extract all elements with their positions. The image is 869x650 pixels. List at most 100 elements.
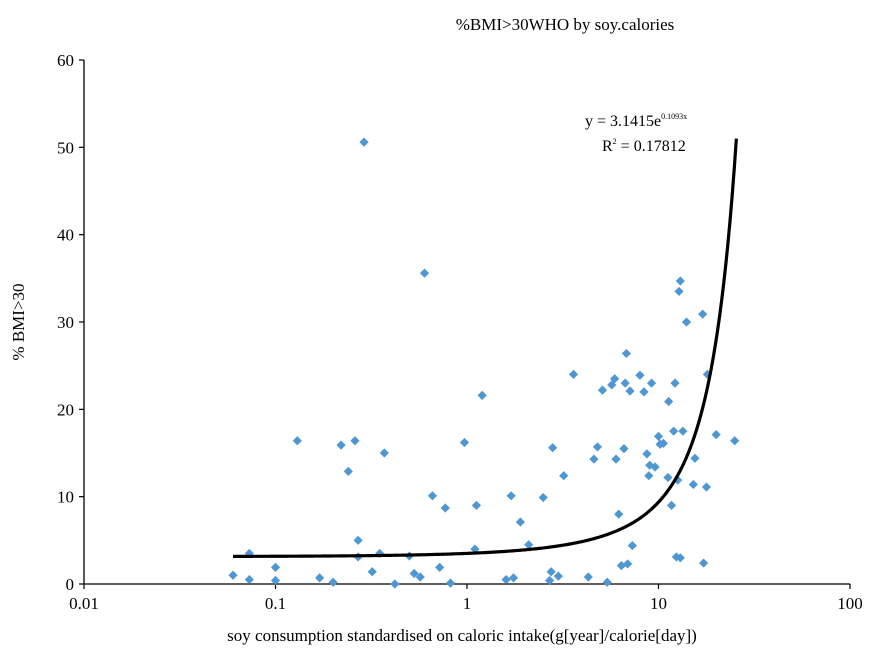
data-point bbox=[228, 570, 238, 580]
data-point bbox=[730, 436, 740, 446]
data-point bbox=[445, 578, 456, 588]
data-point bbox=[658, 438, 668, 448]
data-point bbox=[699, 558, 709, 568]
data-point bbox=[583, 572, 593, 582]
data-point bbox=[471, 500, 482, 510]
data-point bbox=[698, 309, 708, 319]
data-point bbox=[701, 482, 712, 492]
data-point bbox=[559, 471, 569, 481]
data-point bbox=[678, 426, 688, 436]
data-point bbox=[635, 370, 645, 380]
data-point bbox=[675, 276, 685, 286]
data-point bbox=[350, 436, 360, 446]
x-tick-label: 0.1 bbox=[265, 594, 286, 613]
data-point bbox=[674, 286, 684, 297]
x-tick-label: 100 bbox=[837, 594, 863, 613]
data-point bbox=[419, 268, 430, 278]
data-point bbox=[440, 503, 450, 513]
y-tick-label: 20 bbox=[57, 400, 74, 419]
data-point bbox=[546, 567, 556, 577]
data-point bbox=[353, 535, 363, 545]
data-point bbox=[592, 442, 603, 452]
data-point bbox=[568, 369, 579, 379]
data-point bbox=[435, 562, 445, 573]
data-point bbox=[623, 559, 633, 569]
data-point bbox=[415, 572, 425, 582]
data-point bbox=[244, 575, 254, 585]
data-point bbox=[644, 471, 654, 481]
data-point bbox=[328, 577, 338, 587]
data-point bbox=[653, 431, 664, 442]
data-point bbox=[336, 440, 346, 450]
trendline-equation-exponent: 0.1093x bbox=[661, 112, 687, 121]
data-point bbox=[477, 390, 487, 400]
chart-title: %BMI>30WHO by soy.calories bbox=[456, 15, 675, 34]
data-point bbox=[501, 575, 511, 585]
x-tick-label: 0.01 bbox=[69, 594, 99, 613]
y-tick-label: 60 bbox=[57, 51, 74, 70]
data-point bbox=[409, 568, 419, 579]
data-point bbox=[508, 573, 519, 583]
y-axis-label: % BMI>30 bbox=[9, 283, 28, 360]
data-point bbox=[646, 378, 657, 388]
data-point bbox=[553, 571, 563, 581]
data-point bbox=[669, 426, 679, 436]
data-point bbox=[711, 430, 721, 440]
y-tick-label: 0 bbox=[66, 575, 75, 594]
x-tick-label: 10 bbox=[650, 594, 667, 613]
data-point bbox=[602, 577, 612, 587]
data-points bbox=[228, 137, 740, 589]
data-point bbox=[690, 453, 700, 463]
data-point bbox=[614, 509, 624, 519]
data-point bbox=[292, 436, 302, 446]
data-point bbox=[619, 444, 629, 454]
data-point bbox=[470, 544, 480, 554]
y-axis-ticks: 0 10 20 30 40 50 60 bbox=[57, 51, 84, 594]
data-point bbox=[664, 396, 674, 407]
data-point bbox=[270, 562, 281, 573]
data-point bbox=[359, 137, 369, 147]
data-point bbox=[627, 540, 637, 551]
data-point bbox=[642, 449, 652, 459]
x-axis-label: soy consumption standardised on caloric … bbox=[227, 626, 697, 645]
data-point bbox=[379, 448, 389, 458]
data-point bbox=[681, 317, 692, 327]
data-point bbox=[625, 386, 635, 396]
data-point bbox=[670, 378, 680, 388]
data-point bbox=[597, 385, 608, 395]
data-point bbox=[367, 567, 377, 577]
data-point bbox=[620, 378, 630, 388]
data-point bbox=[650, 462, 660, 472]
data-point bbox=[315, 573, 325, 583]
data-point bbox=[663, 472, 673, 483]
data-point bbox=[459, 437, 470, 448]
data-point bbox=[427, 491, 438, 501]
data-point bbox=[611, 454, 621, 464]
data-point bbox=[589, 454, 599, 464]
data-point bbox=[515, 517, 525, 527]
data-point bbox=[639, 387, 649, 397]
y-tick-label: 50 bbox=[57, 138, 74, 157]
data-point bbox=[666, 500, 677, 510]
data-point bbox=[343, 466, 353, 476]
data-point bbox=[545, 575, 555, 586]
y-tick-label: 10 bbox=[57, 488, 74, 507]
y-tick-label: 40 bbox=[57, 226, 74, 245]
plot-area: 0 10 20 30 40 50 60 0.01 0.1 1 10 100 bbox=[57, 51, 863, 613]
data-point bbox=[702, 369, 712, 379]
data-point bbox=[270, 575, 281, 586]
data-point bbox=[621, 348, 632, 359]
data-point bbox=[506, 491, 516, 501]
exponential-trendline bbox=[233, 138, 738, 558]
x-tick-label: 1 bbox=[463, 594, 472, 613]
data-point bbox=[673, 475, 683, 485]
data-point bbox=[538, 492, 548, 503]
data-point bbox=[688, 479, 698, 490]
data-point bbox=[390, 579, 400, 589]
trendline-r-squared: R2 = 0.17812 bbox=[602, 137, 686, 155]
data-point bbox=[524, 540, 534, 550]
data-point bbox=[675, 553, 685, 563]
x-axis-ticks: 0.01 0.1 1 10 100 bbox=[69, 584, 863, 613]
trendline-equation: y = 3.1415e0.1093x bbox=[585, 112, 687, 130]
